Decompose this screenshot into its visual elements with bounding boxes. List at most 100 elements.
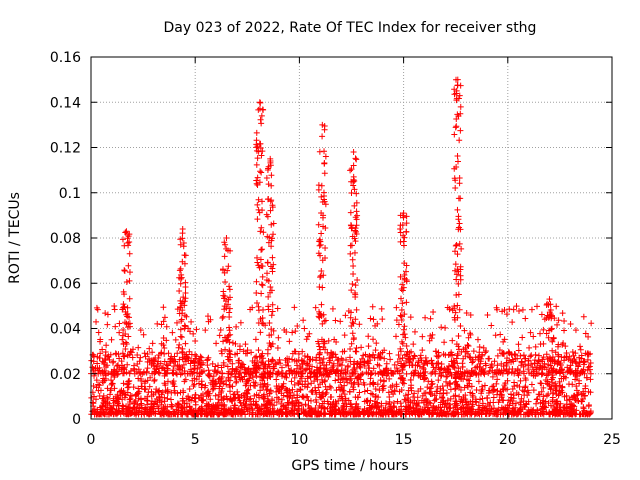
- data-point: [473, 386, 480, 393]
- data-point: [421, 404, 428, 411]
- data-point: [254, 155, 261, 162]
- data-point: [149, 340, 156, 347]
- data-point: [367, 397, 374, 404]
- data-point: [494, 306, 501, 313]
- data-point: [557, 361, 564, 368]
- data-point: [422, 314, 429, 321]
- data-point: [117, 411, 124, 418]
- data-point: [446, 362, 453, 369]
- y-tick-label: 0.02: [50, 367, 81, 383]
- data-point: [347, 209, 354, 216]
- data-point: [291, 357, 298, 364]
- data-point: [320, 389, 327, 396]
- data-point: [341, 332, 348, 339]
- data-point: [155, 352, 162, 359]
- data-point: [316, 343, 323, 350]
- data-point: [527, 353, 534, 360]
- data-point: [500, 386, 507, 393]
- data-point: [457, 103, 464, 110]
- data-point: [318, 336, 325, 343]
- data-point: [226, 286, 233, 293]
- data-point: [160, 342, 167, 349]
- data-point: [348, 340, 355, 347]
- data-point: [352, 294, 359, 301]
- data-point: [316, 283, 323, 290]
- data-point: [456, 180, 463, 187]
- data-point: [561, 404, 568, 411]
- data-point: [99, 409, 106, 416]
- data-point: [433, 396, 440, 403]
- data-point: [278, 364, 285, 371]
- data-point: [399, 379, 406, 386]
- data-point: [178, 316, 185, 323]
- data-point: [347, 309, 354, 316]
- data-point: [124, 361, 131, 368]
- data-point: [220, 362, 227, 369]
- data-point: [547, 386, 554, 393]
- data-point: [457, 110, 464, 117]
- data-point: [126, 370, 133, 377]
- data-point: [408, 382, 415, 389]
- data-point: [478, 410, 485, 417]
- y-tick-label: 0.04: [50, 322, 81, 338]
- data-point: [220, 313, 227, 320]
- data-point: [437, 365, 444, 372]
- data-point: [216, 332, 223, 339]
- data-point: [545, 381, 552, 388]
- data-point: [509, 385, 516, 392]
- data-point: [259, 263, 266, 270]
- data-point: [582, 330, 589, 337]
- data-point: [344, 379, 351, 386]
- data-point: [554, 361, 561, 368]
- data-point: [319, 400, 326, 407]
- data-point: [503, 311, 510, 318]
- data-point: [313, 399, 320, 406]
- data-point: [256, 408, 263, 415]
- data-point: [403, 411, 410, 418]
- data-point: [164, 370, 171, 377]
- data-point: [347, 242, 354, 249]
- data-point: [504, 377, 511, 384]
- data-point: [163, 323, 170, 330]
- data-point: [484, 312, 491, 319]
- data-point: [546, 410, 553, 417]
- data-point: [439, 410, 446, 417]
- data-point: [142, 385, 149, 392]
- data-point: [184, 370, 191, 377]
- data-point: [154, 403, 161, 410]
- data-point: [178, 271, 185, 278]
- data-point: [122, 394, 129, 401]
- data-point: [297, 364, 304, 371]
- data-point: [340, 370, 347, 377]
- data-point: [414, 362, 421, 369]
- data-point: [95, 329, 102, 336]
- data-point: [169, 369, 176, 376]
- data-point: [373, 340, 380, 347]
- data-point: [485, 370, 492, 377]
- data-point: [387, 356, 394, 363]
- data-point: [271, 402, 278, 409]
- data-point: [455, 291, 462, 298]
- data-point: [400, 238, 407, 245]
- data-point: [112, 323, 119, 330]
- data-point: [347, 314, 354, 321]
- data-point: [233, 407, 240, 414]
- data-point: [456, 92, 463, 99]
- data-point: [403, 220, 410, 227]
- data-point: [125, 242, 132, 249]
- x-tick-label: 25: [603, 432, 621, 448]
- data-point: [241, 373, 248, 380]
- data-point: [466, 353, 473, 360]
- data-point: [284, 359, 291, 366]
- data-point: [494, 407, 501, 414]
- data-point: [114, 400, 121, 407]
- data-point: [126, 269, 133, 276]
- data-point: [213, 380, 220, 387]
- data-point: [214, 411, 221, 418]
- data-point: [575, 398, 582, 405]
- data-point: [559, 383, 566, 390]
- data-point: [386, 375, 393, 382]
- data-point: [317, 238, 324, 245]
- data-point: [525, 411, 532, 418]
- data-point: [133, 411, 140, 418]
